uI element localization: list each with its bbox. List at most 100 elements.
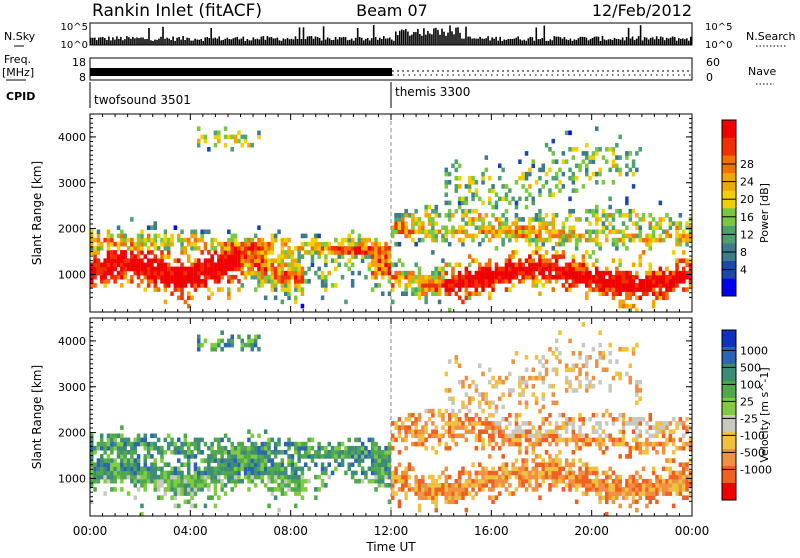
y-tick-label: 3000 (58, 177, 86, 190)
velocity-cell (521, 379, 525, 385)
count-bar (521, 40, 523, 45)
power-cell (461, 283, 465, 288)
power-cell (370, 254, 375, 259)
power-cell (528, 270, 532, 276)
count-bar (124, 39, 126, 45)
velocity-cell (273, 450, 278, 455)
velocity-cell (193, 483, 198, 488)
power-cell (93, 283, 97, 288)
velocity-cell (113, 433, 117, 439)
power-cell (635, 295, 639, 301)
velocity-cell (682, 487, 686, 492)
power-cell (434, 204, 438, 210)
power-cell (217, 258, 221, 263)
velocity-cell (116, 450, 121, 455)
velocity-cell (538, 495, 542, 500)
power-cell (427, 279, 432, 284)
velocity-cell (193, 441, 198, 447)
power-cell (658, 287, 663, 292)
velocity-cell (631, 495, 636, 500)
power-cell (357, 246, 362, 251)
velocity-cell (247, 462, 251, 467)
velocity-cell (524, 367, 529, 373)
velocity-cell (671, 437, 676, 443)
velocity-cell (153, 474, 157, 480)
count-bar (527, 38, 530, 45)
velocity-cell (631, 417, 636, 422)
power-cell (574, 217, 579, 222)
velocity-cell (488, 470, 492, 476)
power-cell (277, 254, 281, 259)
power-cell (217, 270, 221, 276)
power-cell (625, 196, 629, 202)
power-cell (648, 266, 652, 272)
velocity-cell (170, 474, 174, 480)
count-bar (190, 40, 192, 45)
velocity-cell (290, 441, 295, 447)
power-cell (177, 283, 181, 288)
count-bar (220, 40, 222, 45)
power-cell (417, 225, 422, 230)
power-cell (521, 233, 525, 239)
count-bar (493, 38, 495, 45)
count-bar (152, 41, 154, 45)
power-cell (180, 250, 184, 255)
velocity-cell (307, 437, 311, 443)
velocity-cell (267, 458, 271, 463)
power-cell (223, 254, 228, 259)
velocity-cell (541, 392, 545, 397)
velocity-cell (270, 487, 275, 492)
x-tick-label: 12:00 (374, 524, 409, 538)
velocity-cell (374, 458, 378, 463)
velocity-cell (110, 441, 114, 447)
power-cell (237, 279, 241, 284)
velocity-cell (143, 437, 147, 443)
power-cell (387, 279, 392, 284)
velocity-cell (471, 429, 475, 434)
power-cell (457, 274, 462, 280)
power-cell (437, 299, 442, 305)
power-cell (447, 208, 452, 214)
velocity-cell (113, 437, 117, 443)
velocity-cell (153, 478, 157, 484)
velocity-cell (484, 417, 489, 422)
count-bar (663, 40, 666, 45)
power-cell (270, 262, 275, 268)
power-cell (541, 167, 545, 173)
power-cell (310, 237, 315, 243)
power-cell (230, 266, 234, 272)
power-cell (120, 229, 124, 235)
velocity-cell (217, 458, 221, 463)
power-cell (130, 266, 134, 272)
velocity-cell (180, 483, 184, 488)
power-cell (641, 287, 646, 292)
velocity-cell (116, 433, 121, 439)
power-cell (190, 262, 194, 268)
y-tick-label: 1000 (58, 268, 86, 281)
velocity-cell (585, 375, 589, 381)
power-cell (273, 287, 278, 292)
power-cell (300, 233, 305, 239)
power-cell (270, 237, 275, 243)
velocity-cell (307, 445, 311, 451)
velocity-cell (548, 487, 552, 492)
power-cell (394, 225, 398, 230)
power-cell (595, 204, 599, 210)
velocity-cell (401, 421, 405, 426)
velocity-cell (655, 421, 659, 426)
velocity-cell (598, 491, 602, 496)
velocity-cell (494, 379, 499, 385)
velocity-ylabel: Slant Range [km] (30, 365, 44, 469)
velocity-cell (494, 470, 499, 476)
count-bar (491, 37, 493, 45)
power-cell (207, 266, 211, 272)
power-cell (591, 279, 596, 284)
velocity-cell (591, 487, 596, 492)
velocity-cell (96, 462, 101, 467)
power-cell (464, 279, 469, 284)
velocity-cell (257, 458, 261, 463)
power-cell (554, 258, 559, 263)
power-cell (651, 270, 656, 276)
velocity-cell (210, 342, 214, 348)
velocity-cell (327, 450, 331, 455)
